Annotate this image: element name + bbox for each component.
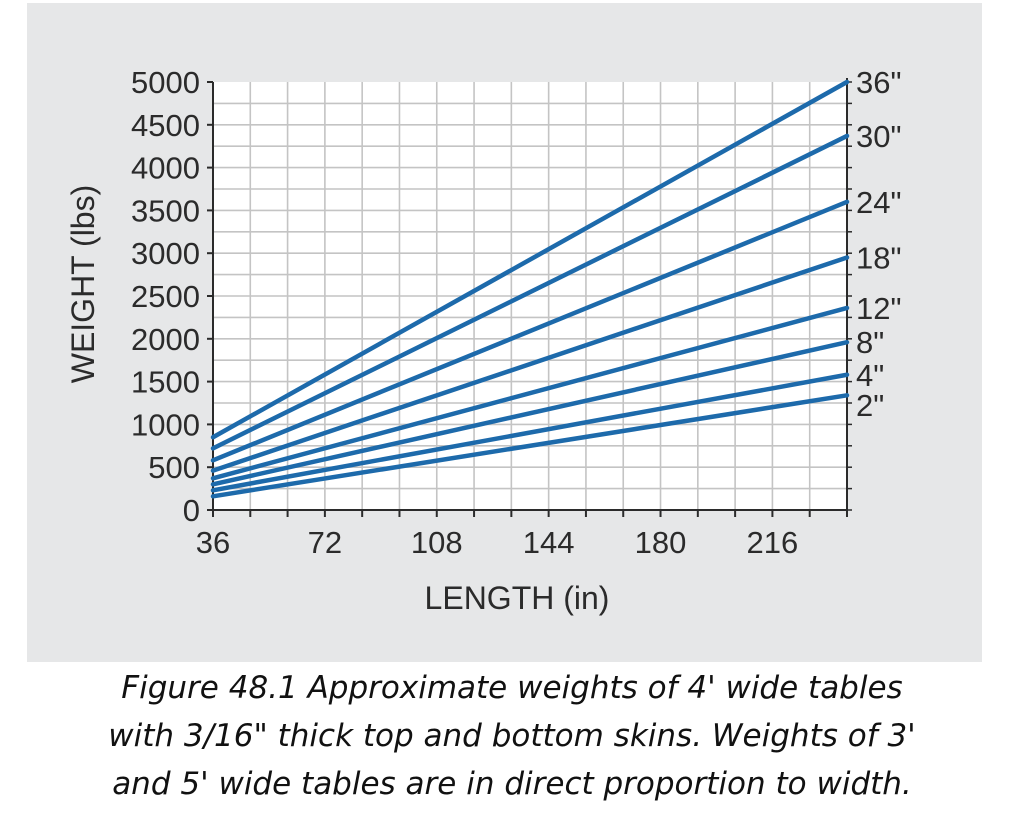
- series-line: [210, 339, 850, 487]
- y-tick-label: 2000: [131, 322, 200, 357]
- series-line: [210, 133, 850, 451]
- x-tick-label: 108: [411, 525, 463, 560]
- x-axis-label: LENGTH (in): [425, 580, 610, 616]
- caption-line-2: with 3/16" thick top and bottom skins. W…: [108, 718, 916, 754]
- series-line: [210, 305, 850, 481]
- y-tick-label: 500: [148, 450, 200, 485]
- series-line: [210, 393, 850, 499]
- x-tick-label: 144: [523, 525, 575, 560]
- x-tick-label: 72: [308, 525, 342, 560]
- series-line: [210, 79, 850, 440]
- caption-line-3: and 5' wide tables are in direct proport…: [112, 766, 912, 802]
- series-label: 24": [856, 185, 902, 220]
- series-line: [210, 255, 850, 473]
- weight-length-chart: 0 500 1000 1500 2000 2500 3000 3500 4000 4500 5000…: [65, 65, 902, 616]
- caption-line-1: Figure 48.1 Approximate weights of 4' wi…: [121, 670, 903, 706]
- y-tick-label: 1000: [131, 407, 200, 442]
- y-tick-label: 4500: [131, 108, 200, 143]
- y-tick-label: 3500: [131, 193, 200, 228]
- series-label: 8": [856, 325, 884, 360]
- figure-caption: Figure 48.1 Approximate weights of 4' wi…: [0, 664, 1024, 808]
- series-line: [210, 372, 850, 493]
- y-axis-label: WEIGHT (lbs): [65, 185, 101, 384]
- series-label: 12": [856, 291, 902, 326]
- series-label: 4": [856, 358, 884, 393]
- x-tick-label: 216: [747, 525, 799, 560]
- series-line: [210, 199, 850, 463]
- series-label: 2": [856, 388, 884, 423]
- y-tick-label: 2500: [131, 279, 200, 314]
- y-tick-label: 0: [183, 493, 200, 528]
- series-label: 18": [856, 240, 902, 275]
- y-tick-label: 5000: [131, 65, 200, 100]
- x-tick-label: 180: [635, 525, 687, 560]
- series-label: 36": [856, 65, 902, 100]
- y-tick-label: 3000: [131, 236, 200, 271]
- x-tick-label: 36: [196, 525, 230, 560]
- y-tick-label: 1500: [131, 365, 200, 400]
- y-tick-label: 4000: [131, 151, 200, 186]
- series-label: 30": [856, 119, 902, 154]
